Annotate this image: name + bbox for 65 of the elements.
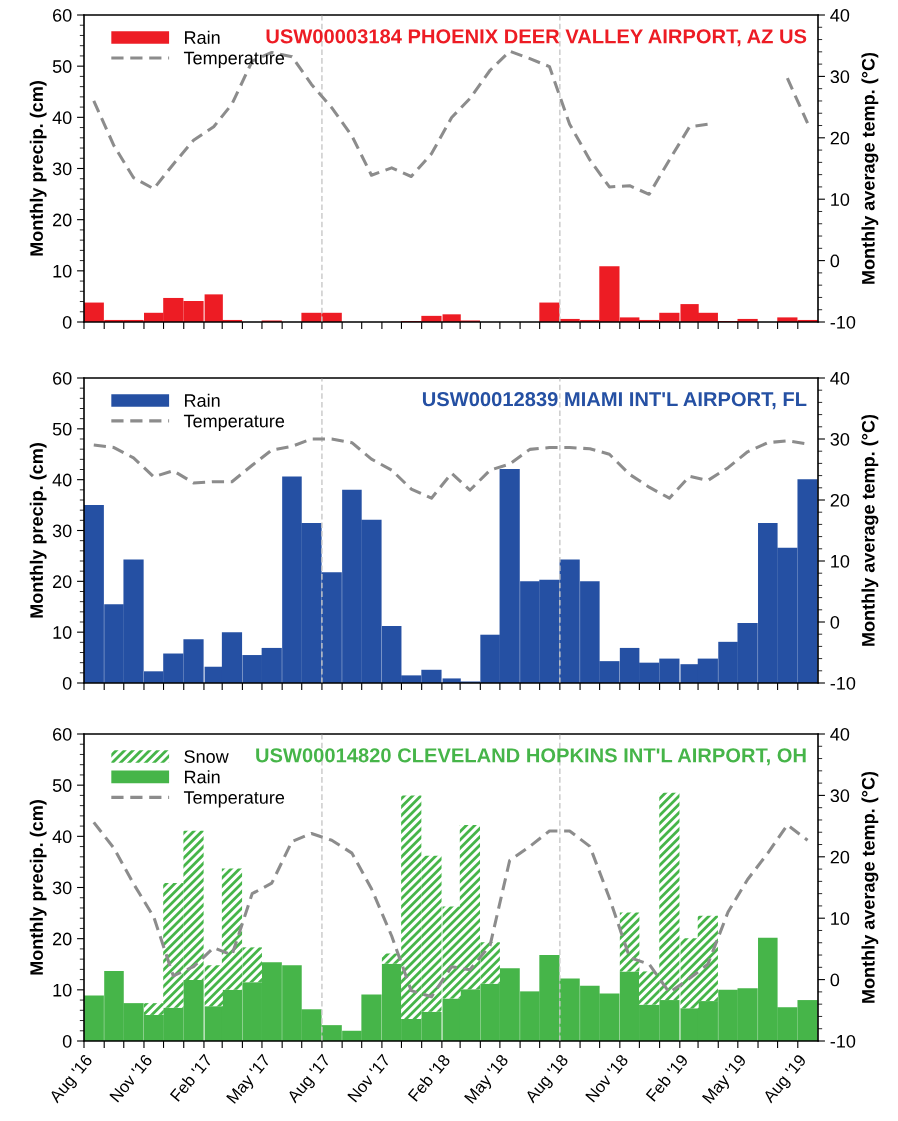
legend-label: Temperature — [183, 414, 285, 431]
x-tick-label: Feb '17 — [169, 1053, 213, 1102]
x-tick-label: Aug '16 — [48, 1053, 96, 1106]
legend-label: Rain — [185, 393, 220, 407]
y-tick-label: 20 — [53, 932, 72, 946]
y-tick-label: 30 — [52, 162, 72, 176]
y2-tick-label: -10 — [830, 315, 856, 329]
y2-axis-title: Monthly average temp. (°C) — [861, 771, 879, 1003]
y-tick-label: 50 — [52, 422, 72, 436]
y2-tick-label: 10 — [831, 193, 850, 206]
x-tick-label: Aug '18 — [524, 1053, 572, 1106]
y-axis-title: Monthly precip. (cm) — [29, 443, 47, 618]
y-tick-label: 0 — [62, 315, 72, 329]
y2-tick-label: 20 — [830, 131, 850, 145]
y-tick-label: 60 — [53, 727, 72, 741]
y2-tick-label: 0 — [830, 254, 840, 268]
y2-tick-label: 30 — [830, 789, 850, 803]
y2-tick-label: 30 — [830, 70, 850, 84]
y2-tick-label: 30 — [830, 432, 850, 446]
y2-tick-label: 0 — [830, 973, 840, 987]
y-tick-label: 40 — [52, 111, 72, 125]
y-axis-title: Monthly precip. (cm) — [29, 800, 47, 975]
y2-tick-label: 0 — [830, 615, 840, 629]
y-tick-label: 40 — [52, 473, 72, 487]
text: USW00012839 MIAMI INT'L AIRPORT, FL — [422, 392, 807, 410]
y2-tick-label: 10 — [831, 912, 850, 925]
y-tick-label: 30 — [52, 524, 72, 538]
legend-label: Rain — [185, 770, 220, 784]
text: USW00003184 PHOENIX DEER VALLEY AIRPORT, AZ US — [266, 29, 807, 47]
y2-tick-label: 20 — [830, 493, 850, 507]
legend-label: Temperature — [183, 791, 285, 808]
text: USW00014820 CLEVELAND HOPKINS INT'L AIRPORT, OH — [256, 748, 806, 766]
y-tick-label: 50 — [52, 60, 72, 73]
y-tick-label: 60 — [53, 371, 72, 385]
x-tick-label: Nov '18 — [585, 1053, 629, 1103]
y-tick-label: 40 — [52, 830, 72, 844]
y2-axis-title: Monthly average temp. (°C) — [861, 414, 879, 646]
y2-tick-label: 10 — [831, 554, 850, 568]
y2-tick-label: 40 — [830, 371, 850, 385]
y-tick-label: 30 — [52, 881, 72, 895]
y2-tick-label: 40 — [830, 8, 850, 22]
y-tick-label: 10 — [53, 264, 72, 278]
y-tick-label: 60 — [53, 8, 72, 22]
legend-label: Snow — [184, 750, 229, 763]
y2-tick-label: -10 — [830, 1034, 856, 1048]
y-tick-label: 0 — [62, 676, 72, 690]
y-tick-label: 20 — [53, 213, 72, 227]
x-tick-label: Feb '19 — [645, 1053, 689, 1102]
legend-label: Rain — [185, 30, 220, 44]
y-axis-title: Monthly precip. (cm) — [29, 81, 47, 256]
y2-tick-label: 40 — [830, 727, 850, 741]
legend-label: Temperature — [183, 51, 285, 68]
y-tick-label: 0 — [62, 1034, 72, 1048]
y2-tick-label: -10 — [830, 676, 856, 690]
x-tick-label: Aug '19 — [762, 1053, 810, 1106]
y-tick-label: 10 — [53, 626, 72, 639]
y2-axis-title: Monthly average temp. (°C) — [861, 52, 879, 284]
x-tick-label: Feb '18 — [407, 1053, 451, 1102]
y-tick-label: 50 — [52, 779, 72, 792]
x-tick-label: Nov '16 — [109, 1053, 153, 1103]
x-tick-label: Nov '17 — [347, 1053, 391, 1103]
x-tick-label: Aug '17 — [286, 1053, 334, 1106]
y2-tick-label: 20 — [830, 850, 850, 864]
y-tick-label: 10 — [53, 983, 72, 997]
y-tick-label: 20 — [53, 575, 72, 589]
